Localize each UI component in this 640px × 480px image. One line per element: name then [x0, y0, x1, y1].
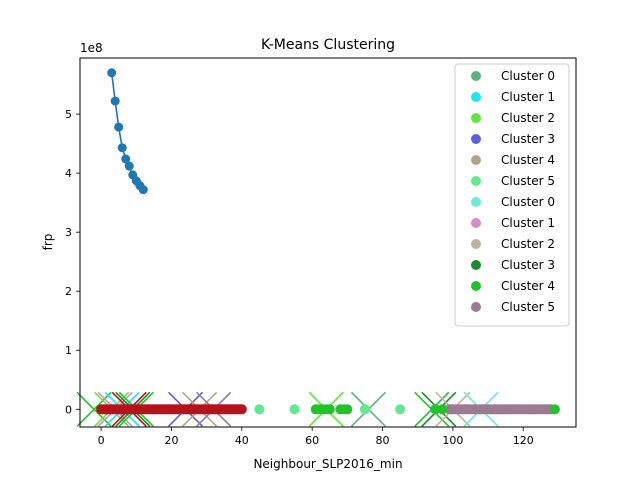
x-tick-label: 20 [164, 434, 178, 447]
legend-marker [471, 92, 481, 102]
legend-box [454, 63, 570, 327]
x-axis-label: Neighbour_SLP2016_min [253, 457, 402, 471]
x-tick-label: 0 [98, 434, 105, 447]
y-tick-label: 2 [65, 285, 72, 298]
y-axis: 0 1 2 3 4 5 [65, 108, 80, 416]
elbow-point [107, 68, 117, 78]
centroid-stroke [76, 391, 112, 427]
y-offset-text: 1e8 [80, 41, 103, 55]
scatter-point [254, 404, 265, 415]
legend-label: Cluster 4 [501, 279, 555, 293]
legend-label: Cluster 5 [501, 174, 555, 188]
legend-label: Cluster 1 [501, 90, 555, 104]
y-tick-label: 4 [65, 167, 72, 180]
x-tick-label: 60 [305, 434, 319, 447]
y-tick-label: 0 [65, 403, 72, 416]
scatter-point [324, 404, 335, 415]
legend-marker [471, 302, 481, 312]
chart-title: K-Means Clustering [261, 37, 395, 53]
elbow-point [121, 154, 131, 164]
scatter-point [236, 404, 247, 415]
scatter-point [430, 404, 441, 415]
scatter-point [437, 404, 448, 415]
legend-label: Cluster 3 [501, 132, 555, 146]
scatter-point [359, 404, 370, 415]
legend-label: Cluster 2 [501, 237, 555, 251]
elbow-point [117, 143, 127, 153]
legend-marker [471, 260, 481, 270]
elbow-point [138, 185, 148, 195]
legend-label: Cluster 2 [501, 111, 555, 125]
x-tick-label: 100 [442, 434, 463, 447]
legend-marker [471, 281, 481, 291]
legend-marker [471, 218, 481, 228]
legend-marker [471, 134, 481, 144]
legend-label: Cluster 0 [501, 69, 555, 83]
elbow-point [110, 96, 120, 106]
legend-marker [471, 155, 481, 165]
x-tick-label: 120 [513, 434, 534, 447]
legend: Cluster 0 Cluster 1 Cluster 2 Cluster 3 Clus… [454, 63, 570, 327]
legend-marker [471, 239, 481, 249]
elbow-point [114, 122, 124, 132]
legend-label: Cluster 0 [501, 195, 555, 209]
scatter-point [549, 404, 560, 415]
y-tick-label: 1 [65, 344, 72, 357]
legend-label: Cluster 5 [501, 300, 555, 314]
legend-label: Cluster 3 [501, 258, 555, 272]
legend-marker [471, 176, 481, 186]
axes-frame [79, 57, 577, 428]
scatter-point [395, 404, 406, 415]
legend-marker [471, 197, 481, 207]
legend-marker [471, 71, 481, 81]
scatter-point [342, 404, 353, 415]
y-tick-label: 3 [65, 226, 72, 239]
legend-label: Cluster 4 [501, 153, 555, 167]
centroid-marker [76, 391, 112, 427]
scatter-point [289, 404, 300, 415]
elbow-point [124, 161, 134, 171]
y-tick-label: 5 [65, 108, 72, 121]
legend-marker [471, 113, 481, 123]
y-axis-label: frp [41, 234, 55, 251]
legend-label: Cluster 1 [501, 216, 555, 230]
x-tick-label: 40 [235, 434, 249, 447]
x-axis: 0 20 40 60 80 100 120 [98, 427, 534, 447]
x-tick-label: 80 [376, 434, 390, 447]
plot-area [76, 68, 560, 427]
